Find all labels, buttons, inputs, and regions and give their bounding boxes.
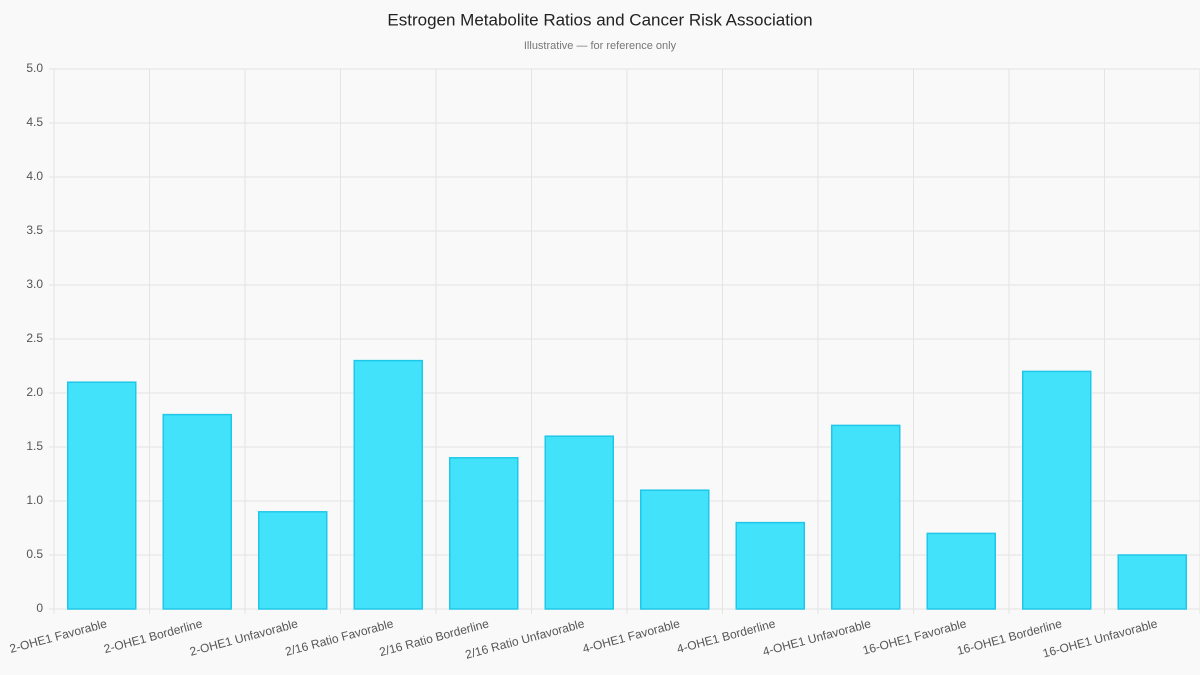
bar (258, 511, 328, 610)
y-tick-label: 1.0 (26, 493, 43, 507)
x-tick-label: 16-OHE1 Favorable (861, 616, 968, 657)
y-tick-label: 0 (36, 601, 43, 615)
bar (1117, 554, 1187, 610)
bar (67, 381, 137, 610)
y-tick-label: 0.5 (26, 547, 43, 561)
y-tick-label: 4.5 (26, 115, 43, 129)
y-tick-label: 4.0 (26, 169, 43, 183)
bar (544, 435, 614, 610)
bar (831, 424, 901, 610)
chart-subtitle: Illustrative — for reference only (524, 40, 677, 52)
x-tick-label: 2-OHE1 Unfavorable (188, 616, 300, 658)
chart-title: Estrogen Metabolite Ratios and Cancer Ri… (387, 10, 812, 29)
bar (926, 532, 996, 610)
bar (162, 413, 232, 610)
bar (1022, 370, 1092, 610)
x-tick-label: 2-OHE1 Favorable (8, 616, 109, 656)
y-tick-label: 1.5 (26, 439, 43, 453)
x-tick-label: 4-OHE1 Unfavorable (761, 616, 873, 658)
x-tick-label: 2/16 Ratio Favorable (284, 616, 396, 658)
bar (735, 521, 805, 610)
y-tick-label: 2.0 (26, 385, 43, 399)
y-tick-label: 3.0 (26, 277, 43, 291)
bar (640, 489, 710, 610)
bar (353, 359, 423, 610)
bar (449, 457, 519, 610)
y-tick-label: 2.5 (26, 331, 43, 345)
y-tick-label: 3.5 (26, 223, 43, 237)
x-tick-label: 4-OHE1 Favorable (581, 616, 682, 656)
y-tick-label: 5.0 (26, 61, 43, 75)
